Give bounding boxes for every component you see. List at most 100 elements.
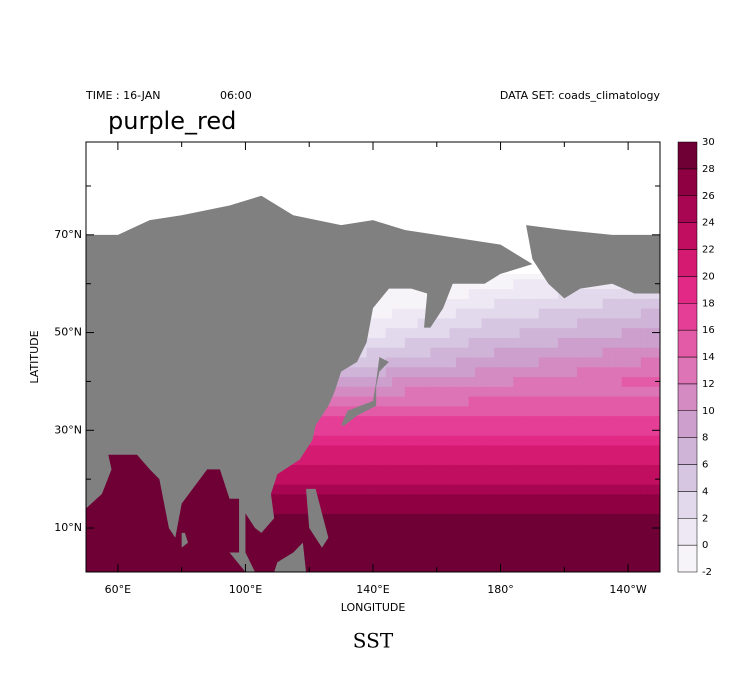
sst-cell: [621, 337, 629, 348]
sst-cell: [481, 278, 489, 290]
sst-cell: [628, 435, 635, 446]
sst-cell: [219, 493, 227, 505]
sst-cell: [379, 435, 387, 446]
sst-cell: [117, 464, 125, 475]
sst-cell: [124, 493, 132, 505]
sst-cell: [334, 454, 342, 465]
sst-cell: [532, 415, 540, 426]
sst-cell: [468, 454, 476, 465]
sst-cell: [500, 357, 508, 368]
sst-cell: [117, 532, 125, 544]
sst-cell: [200, 513, 208, 524]
sst-cell: [487, 386, 495, 397]
sst-cell: [551, 327, 559, 338]
sst-cell: [494, 454, 502, 465]
sst-cell: [526, 484, 533, 495]
sst-cell: [385, 396, 393, 407]
sst-cell: [417, 337, 425, 348]
sst-cell: [640, 405, 648, 417]
sst-cell: [168, 542, 176, 553]
sst-cell: [251, 542, 259, 553]
sst-cell: [366, 376, 374, 387]
sst-cell: [557, 444, 565, 456]
sst-cell: [628, 317, 635, 329]
sst-cell: [596, 523, 604, 534]
sst-cell: [647, 366, 655, 378]
sst-cell: [105, 503, 113, 514]
sst-cell: [143, 552, 151, 563]
sst-cell: [506, 513, 514, 524]
sst-cell: [379, 454, 387, 465]
sst-cell: [398, 513, 406, 524]
sst-cell: [360, 454, 368, 465]
sst-cell: [430, 523, 438, 534]
sst-cell: [296, 464, 304, 475]
sst-cell: [455, 493, 463, 505]
sst-cell: [302, 503, 310, 514]
sst-cell: [366, 425, 374, 436]
sst-cell: [449, 317, 457, 329]
sst-cell: [647, 542, 655, 553]
sst-cell: [137, 513, 144, 524]
sst-cell: [577, 337, 584, 348]
sst-cell: [436, 552, 444, 563]
sst-cell: [347, 454, 355, 465]
sst-cell: [290, 532, 297, 544]
sst-cell: [366, 474, 374, 485]
sst-cell: [392, 308, 400, 319]
sst-cell: [430, 435, 438, 446]
sst-cell: [494, 396, 502, 407]
sst-cell: [321, 552, 329, 563]
sst-cell: [353, 493, 361, 505]
sst-cell: [430, 376, 438, 387]
sst-cell: [628, 493, 635, 505]
dataset-label: DATA SET: coads_climatology: [500, 89, 661, 102]
sst-cell: [296, 474, 304, 485]
sst-cell: [321, 503, 329, 514]
sst-cell: [385, 513, 393, 524]
sst-cell: [596, 405, 604, 417]
sst-cell: [538, 366, 546, 378]
sst-cell: [455, 513, 463, 524]
sst-cell: [404, 484, 412, 495]
sst-cell: [92, 523, 100, 534]
sst-cell: [506, 503, 514, 514]
sst-cell: [411, 317, 419, 329]
sst-cell: [436, 308, 444, 319]
sst-cell: [264, 532, 272, 544]
sst-cell: [589, 493, 597, 505]
sst-cell: [634, 347, 642, 358]
sst-cell: [360, 386, 368, 397]
sst-cell: [628, 454, 635, 465]
sst-cell: [481, 435, 489, 446]
sst-cell: [366, 562, 374, 573]
sst-cell: [379, 513, 387, 524]
sst-cell: [564, 366, 572, 378]
sst-cell: [373, 552, 380, 563]
sst-cell: [213, 523, 221, 534]
sst-cell: [315, 435, 323, 446]
sst-cell: [557, 327, 565, 338]
sst-cell: [532, 317, 540, 329]
sst-cell: [373, 405, 380, 417]
sst-cell: [392, 464, 400, 475]
sst-cell: [615, 523, 623, 534]
sst-cell: [602, 337, 610, 348]
sst-cell: [481, 503, 489, 514]
sst-cell: [385, 308, 393, 319]
sst-cell: [551, 347, 559, 358]
sst-cell: [551, 425, 559, 436]
sst-cell: [621, 327, 629, 338]
sst-cell: [373, 415, 380, 426]
sst-cell: [366, 327, 374, 338]
sst-cell: [321, 464, 329, 475]
sst-cell: [373, 464, 380, 475]
sst-cell: [417, 484, 425, 495]
clock-label: 06:00: [220, 89, 252, 102]
sst-cell: [545, 532, 553, 544]
sst-cell: [366, 542, 374, 553]
sst-cell: [258, 532, 266, 544]
sst-cell: [583, 327, 591, 338]
sst-cell: [321, 405, 329, 417]
sst-cell: [117, 454, 125, 465]
